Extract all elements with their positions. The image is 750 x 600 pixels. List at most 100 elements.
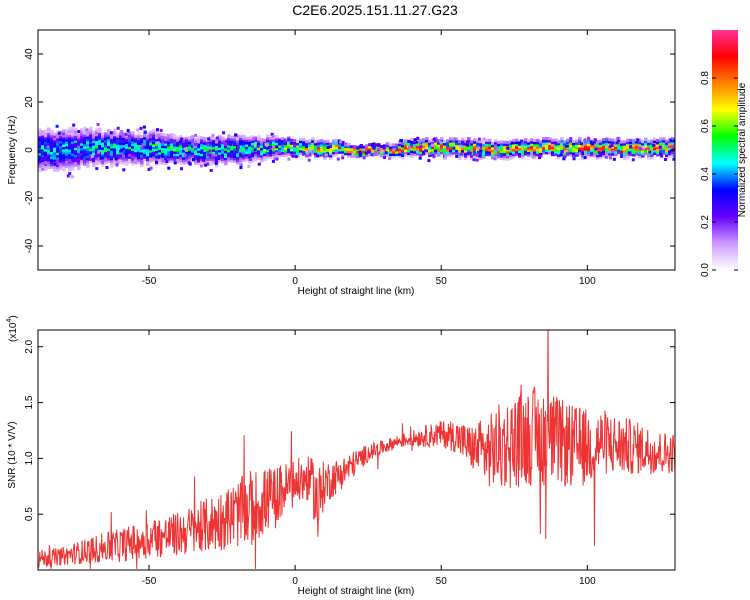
heat-cell [200,143,204,147]
heat-cell [149,135,153,139]
heat-cell [161,140,165,144]
heat-cell [329,156,333,160]
heat-cell [50,137,54,140]
heat-cell [257,142,261,146]
heat-cell [227,137,231,141]
heat-cell [236,158,240,162]
heat-cell [116,149,120,152]
heat-cell [68,165,72,169]
heat-cell [629,153,633,157]
heat-cell [98,139,102,143]
heat-cell [44,165,48,169]
heat-cell [605,140,609,143]
heat-cell [464,154,468,158]
heat-cell [302,145,306,149]
heat-cell [653,149,657,153]
heat-cell [227,142,231,146]
heat-speck [156,128,159,132]
heat-cell [545,139,549,143]
heat-cell [563,142,567,146]
heat-cell [197,138,201,142]
heat-cell [86,150,90,154]
heat-cell [572,142,576,146]
heat-cell [149,149,153,153]
heat-cell [464,157,468,160]
heat-cell [41,137,45,141]
heat-cell [113,128,117,132]
heat-cell [65,131,69,135]
heat-speck [611,150,615,153]
heat-cell [80,162,84,165]
heat-cell [266,151,270,155]
heat-cell [284,149,288,153]
heat-speck [482,137,486,141]
heat-cell [245,136,249,140]
heat-cell [131,162,135,166]
heat-cell [41,142,45,146]
heat-cell [449,149,453,153]
heat-cell [650,151,654,155]
heat-cell [107,133,111,137]
heat-cell [248,146,252,149]
heat-cell [254,146,258,150]
heat-cell [62,132,66,136]
heat-cell [110,135,114,139]
heat-cell [92,161,96,165]
heat-cell [524,145,528,149]
heat-cell [143,141,147,145]
heat-speck [211,153,215,157]
heat-speck [85,128,89,132]
heat-cell [182,161,186,165]
heat-cell [449,154,453,158]
heat-speck [377,150,381,154]
heat-cell [200,138,204,142]
heat-speck [479,149,483,153]
heat-cell [140,161,144,165]
heat-cell [275,135,279,138]
heat-cell [83,153,87,157]
heat-speck [591,142,595,146]
heat-speck [413,138,417,142]
spectrogram-xlabel: Height of straight line (km) [298,286,415,297]
heat-cell [89,160,93,164]
heat-cell [59,147,63,151]
heat-cell [86,155,90,159]
heat-cell [245,146,249,150]
heat-cell [146,141,150,145]
heat-cell [278,142,282,146]
heat-cell [500,157,504,161]
heat-cell [545,144,549,148]
heat-cell [62,129,66,133]
heat-cell [665,156,669,160]
heat-cell [263,150,267,154]
heat-cell [287,145,291,149]
heat-speck [615,141,619,145]
snr-multiplier: (x104) [6,315,19,342]
heat-speck [408,145,411,149]
heat-cell [95,135,99,139]
heat-cell [128,160,132,164]
heat-cell [380,152,384,156]
heat-cell [260,157,264,161]
heat-cell [167,150,171,154]
heat-cell [479,152,483,156]
heat-cell [155,133,159,137]
heat-cell [56,140,60,144]
heat-cell [665,149,669,153]
heat-speck [139,126,143,130]
heat-cell [263,146,267,149]
heat-cell [170,147,174,151]
heat-cell [80,147,84,151]
heat-cell [218,154,222,158]
heat-cell [47,132,51,136]
heat-speck [627,151,631,155]
spectrogram-ylabel: Frequency (Hz) [7,116,18,185]
heat-cell [269,141,273,145]
heat-cell [467,137,471,141]
heat-cell [581,144,585,148]
heat-cell [143,153,147,157]
heat-cell [440,144,444,148]
heat-speck [388,157,391,160]
heat-cell [515,138,519,142]
heat-cell [92,142,96,146]
